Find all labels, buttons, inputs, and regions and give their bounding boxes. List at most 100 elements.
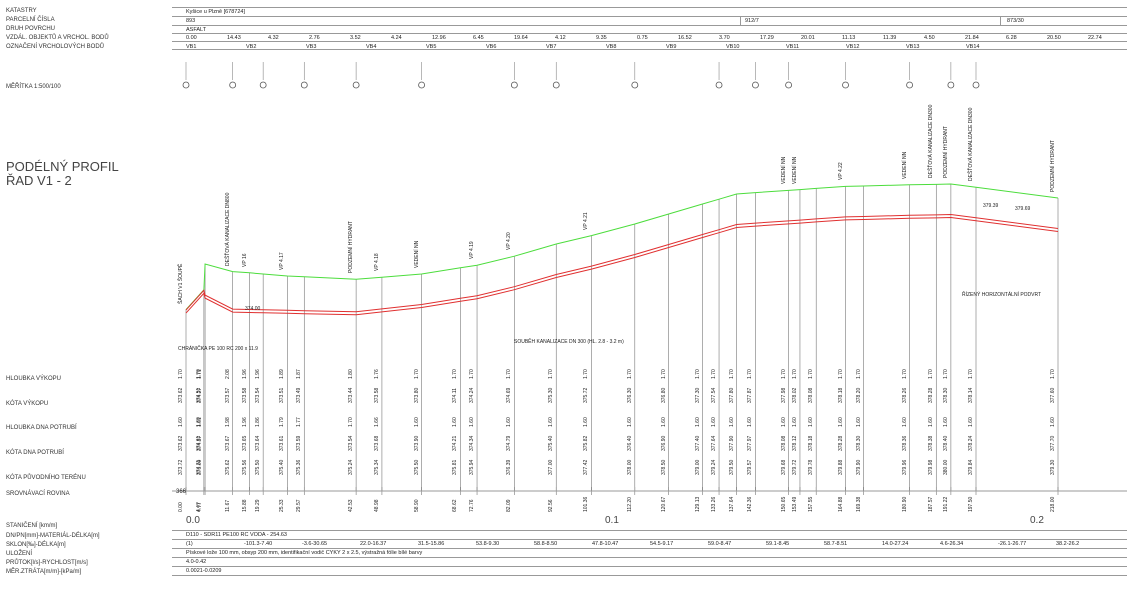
table-cell-kv: 376.30 (626, 387, 633, 403)
table-cell-kd: 373.62 (178, 435, 184, 451)
annotation-label: PODZEMNÍ HYDRANT (942, 126, 949, 178)
sklon-value: 4.6-26.34 (940, 541, 964, 547)
sklon-value: 59.0-8.47 (708, 541, 732, 547)
table-cell-hv: 1.70 (694, 369, 701, 379)
distance-value: 6.45 (473, 35, 484, 41)
station-cell: 48.98 (373, 499, 380, 512)
table-cell-kd: 378.38 (928, 435, 935, 451)
table-cell-kv: 378.20 (855, 387, 862, 403)
vertex-name: VB13 (906, 44, 920, 50)
label-parcelni-cisla: PARCELNÍ ČÍSLA (6, 17, 55, 23)
label-vzdalenost: VZDÁL. OBJEKTŮ A VRCHOL. BODŮ (6, 35, 109, 41)
table-cell-kd: 377.90 (728, 435, 735, 451)
table-cell-kd: 376.90 (660, 435, 667, 451)
vertex-marker (352, 81, 360, 89)
table-cell-kt: 379.50 (728, 459, 735, 475)
table-cell-hd: 1.61 (197, 417, 204, 427)
table-cell-hd: 1.96 (241, 417, 248, 427)
table-cell-kt: 379.96 (901, 459, 908, 475)
table-cell-hv: 1.70 (413, 369, 420, 379)
vertex-marker (300, 81, 308, 89)
table-cell-kv: 378.26 (901, 387, 908, 403)
prutok-value: 4.0-0.42 (186, 559, 207, 565)
terrain-line (185, 183, 1059, 310)
station-cell: 169.38 (855, 496, 862, 512)
srovnavaci-value: 366 (176, 489, 187, 495)
table-cell-hv: 1.96 (241, 369, 248, 379)
table-cell-hd: 1.60 (178, 417, 184, 427)
table-cell-hv: 1.76 (373, 369, 380, 379)
vertex-name: VB9 (666, 44, 677, 50)
table-cell-hd: 1.60 (506, 417, 513, 427)
table-cell-kv: 374.24 (469, 387, 476, 403)
table-cell-kv: 373.62 (178, 387, 184, 403)
station-0: 0.0 (186, 515, 200, 526)
table-cell-hd: 1.60 (626, 417, 633, 427)
sklon-value: 38.2-26.2 (1056, 541, 1080, 547)
table-cell-kt: 379.98 (928, 459, 935, 475)
station-cell: 164.88 (837, 496, 844, 512)
vertex-name: VB8 (606, 44, 617, 50)
label-sklon: SKLON[‰]-DÉLKA[m] (6, 542, 66, 548)
table-cell-kd: 373.68 (373, 435, 380, 451)
table-cell-hv: 1.70 (901, 369, 908, 379)
table-cell-kt: 377.00 (548, 459, 555, 475)
station-cell: 133.26 (711, 496, 718, 512)
table-cell-hv: 1.89 (279, 369, 286, 379)
label-kota-vykopu: KÓTA VÝKOPU (6, 401, 49, 407)
station-cell: 4.77 (197, 502, 204, 512)
table-cell-kd: 373.67 (224, 435, 231, 451)
table-cell-hd: 1.60 (469, 417, 476, 427)
distance-value: 4.32 (268, 35, 279, 41)
table-cell-hd: 1.60 (837, 417, 844, 427)
station-cell: 101.36 (583, 496, 590, 512)
table-cell-kd: 378.40 (942, 435, 949, 451)
table-cell-kt: 375.81 (452, 459, 459, 475)
table-cell-kv: 378.02 (791, 387, 798, 403)
distance-value: 4.12 (555, 35, 566, 41)
label-kota-terenu: KÓTA PŮVODNÍHO TERÉNU (6, 475, 86, 481)
pipe-line-top (185, 213, 1059, 313)
distance-value: 4.50 (924, 35, 935, 41)
value-379-69: 379.69 (1015, 206, 1031, 212)
annotation-label: VEDENÍ NN (780, 157, 787, 185)
table-cell-kv: 375.72 (583, 387, 590, 403)
parcel-912-7: 912/7 (745, 18, 759, 24)
table-cell-hd: 1.79 (279, 417, 286, 427)
table-cell-kt: 379.57 (747, 459, 754, 475)
annotation-label: VP 4.19 (469, 241, 476, 260)
table-cell-kt: 375.56 (241, 459, 248, 475)
table-cell-hd: 1.66 (373, 417, 380, 427)
label-ztrata: MĚR.ZTRÁTA[m/m]-[kPa/m] (6, 569, 82, 575)
vertex-marker (229, 81, 237, 89)
table-cell-hd: 1.60 (855, 417, 862, 427)
table-cell-kt: 377.42 (583, 459, 590, 475)
station-cell: 157.55 (808, 496, 815, 512)
table-cell-hd: 1.60 (452, 417, 459, 427)
annotation-label: DEŠŤOVÁ KANALIZACE DN800 (224, 192, 231, 266)
table-cell-kv: 373.58 (373, 387, 380, 403)
station-cell: 19.29 (255, 499, 262, 512)
table-cell-hd: 1.60 (968, 417, 974, 427)
table-cell-kt: 375.24 (348, 459, 355, 475)
soubeh-note: SOUBĚH KANALIZACE DN 300 (HL. 2.8 - 3.2 … (514, 339, 624, 345)
table-cell-hv: 1.70 (747, 369, 754, 379)
vertex-marker (752, 81, 759, 89)
table-cell-kv: 374.69 (506, 387, 513, 403)
vertex-marker (972, 81, 980, 89)
distance-value: 20.50 (1047, 35, 1061, 41)
table-cell-hv: 1.70 (968, 369, 974, 379)
vertex-name: VB12 (846, 44, 860, 50)
katastr-value: Kyšice u Plzně [678724] (186, 9, 246, 15)
table-cell-kv: 373.54 (255, 387, 262, 403)
ulozeni-value: Pískové lože 100 mm, obsyp 200 mm, ident… (186, 550, 423, 556)
table-cell-hd: 1.77 (296, 417, 303, 427)
station-cell: 72.76 (469, 499, 476, 512)
vertex-marker (631, 81, 639, 89)
annotation-label: VP 16 (241, 253, 248, 267)
annotation-label: VP 4.17 (279, 252, 286, 270)
annotation-label: VEDENÍ NN (791, 156, 798, 184)
table-cell-kt: 380.00 (942, 459, 949, 475)
station-cell: 142.36 (747, 496, 754, 512)
table-cell-kv: 374.27 (197, 387, 204, 403)
